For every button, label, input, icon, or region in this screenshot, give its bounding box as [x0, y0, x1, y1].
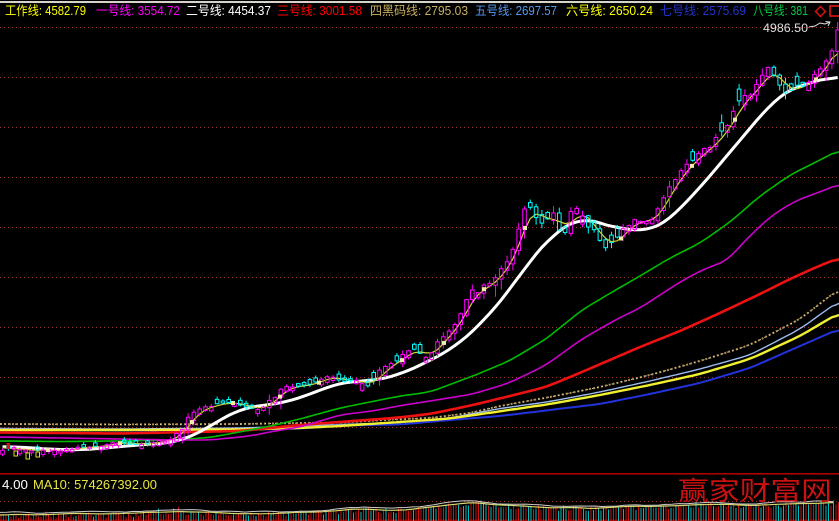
- svg-text:赢家财富网: 赢家财富网: [678, 477, 832, 506]
- svg-text:MA10: 574267392.00: MA10: 574267392.00: [33, 478, 157, 492]
- svg-text:4.00: 4.00: [2, 478, 28, 492]
- svg-text:4986.50: 4986.50: [763, 21, 808, 35]
- svg-text:二号线: 4454.37: 二号线: 4454.37: [186, 4, 271, 18]
- svg-text:六号线: 2650.24: 六号线: 2650.24: [566, 4, 653, 18]
- svg-text:三号线: 3001.58: 三号线: 3001.58: [277, 4, 362, 18]
- svg-text:五号线: 2697.57: 五号线: 2697.57: [475, 4, 557, 18]
- svg-text:八号线: 381: 八号线: 381: [753, 4, 808, 18]
- svg-text:工作线: 4582.79: 工作线: 4582.79: [5, 4, 86, 18]
- svg-text:七号线: 2575.69: 七号线: 2575.69: [660, 4, 746, 18]
- svg-text:四黑码线: 2795.03: 四黑码线: 2795.03: [370, 4, 468, 18]
- svg-text:一号线: 3554.72: 一号线: 3554.72: [96, 4, 180, 18]
